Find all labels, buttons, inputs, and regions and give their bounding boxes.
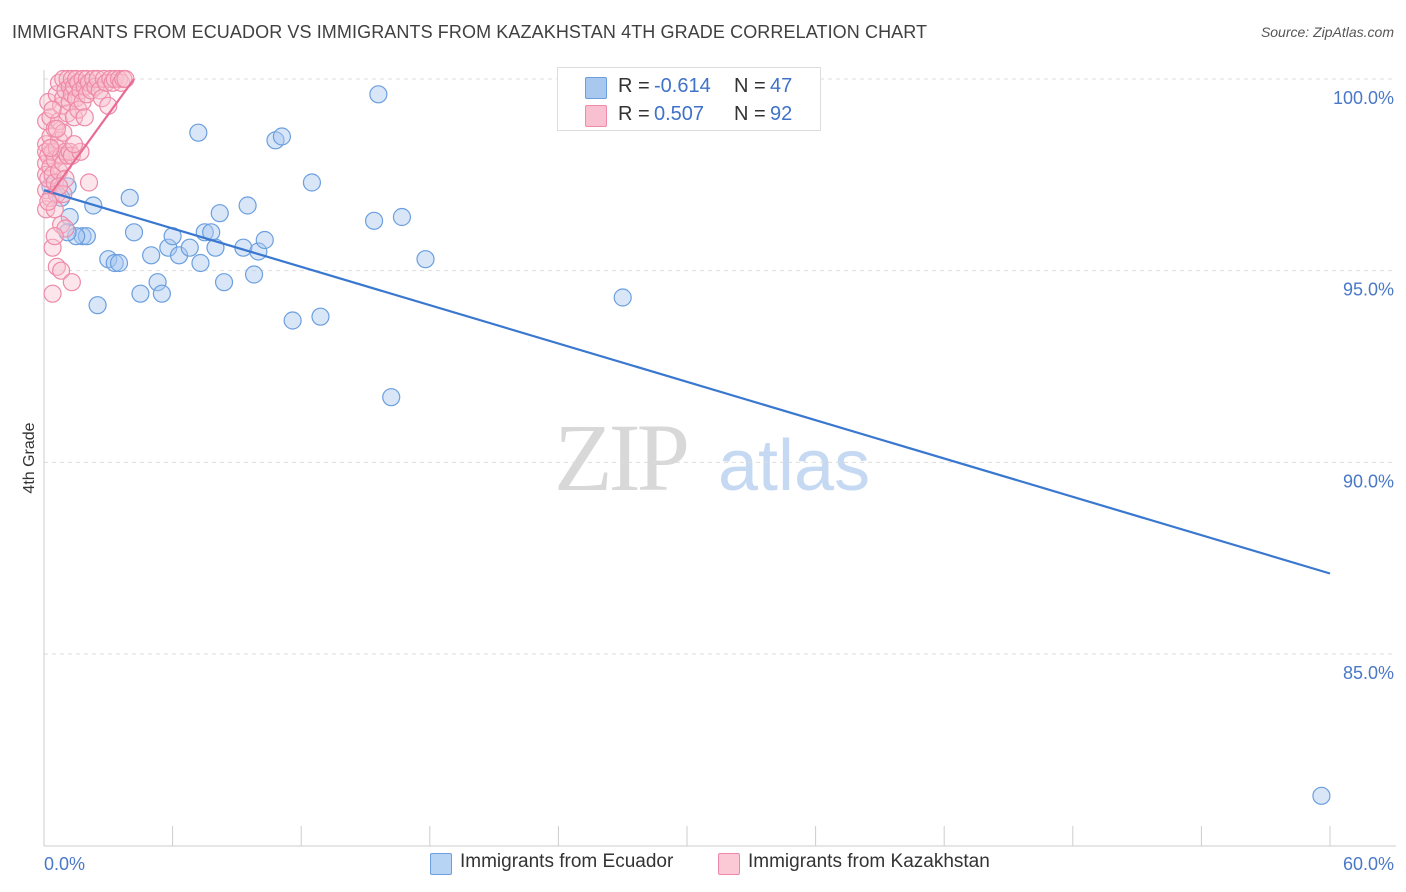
y-tick-label: 95.0% (1343, 280, 1394, 300)
legend-swatch-ecuador (430, 853, 452, 875)
data-point (52, 261, 71, 280)
y-tick-labels: 100.0% 95.0% 90.0% 85.0% (1333, 88, 1394, 683)
data-point (43, 238, 62, 257)
data-point (364, 211, 384, 230)
data-point (45, 227, 64, 246)
legend-r-value: 0.507 (654, 103, 705, 125)
data-point (41, 138, 60, 158)
legend-n-label: N = (734, 103, 766, 125)
data-point (77, 227, 96, 246)
legend-n-label: N = (734, 75, 766, 97)
data-point (75, 108, 94, 127)
data-point (73, 227, 92, 246)
chart-title: IMMIGRANTS FROM ECUADOR VS IMMIGRANTS FR… (12, 22, 928, 42)
trend-lines (43, 78, 1331, 575)
trend-line (49, 78, 135, 195)
data-point (382, 388, 401, 407)
data-point (613, 288, 632, 307)
data-point (180, 238, 199, 257)
data-point (238, 196, 257, 215)
series-kazakhstan-points (37, 69, 135, 303)
data-point (311, 307, 330, 326)
data-point (43, 284, 62, 303)
watermark: ZIP atlas (554, 404, 870, 511)
y-tick-label: 100.0% (1333, 88, 1394, 108)
data-point (109, 253, 129, 273)
data-point (79, 173, 99, 192)
source-note: Source: ZipAtlas.com (1260, 24, 1394, 40)
data-point (47, 119, 66, 138)
legend-r-value: -0.614 (654, 75, 711, 97)
y-tick-label: 85.0% (1343, 663, 1394, 683)
data-point (369, 85, 388, 104)
x-tick-labels: 0.0% 60.0% (44, 854, 1394, 874)
y-tick-label: 90.0% (1343, 471, 1394, 491)
data-point (62, 273, 81, 292)
data-point (416, 250, 435, 269)
trend-line (43, 189, 1331, 575)
data-point (392, 207, 412, 227)
data-point (255, 230, 274, 250)
data-point (124, 223, 144, 242)
x-tick-label: 0.0% (44, 854, 85, 874)
legend-n-value: 47 (770, 75, 793, 97)
data-point (191, 253, 210, 273)
data-point (120, 188, 139, 207)
legend-row-kazakhstan: R = 0.507 N = 92 (558, 101, 820, 129)
stats-legend: R = -0.614 N = 47 R = 0.507 N = 92 (557, 67, 821, 131)
legend-row-ecuador: R = -0.614 N = 47 (558, 73, 820, 101)
data-point (210, 204, 229, 223)
data-point (43, 100, 62, 119)
data-point (283, 311, 302, 330)
data-point (64, 135, 84, 154)
axes (43, 70, 1396, 847)
data-point (152, 284, 171, 303)
legend-swatch-ecuador (585, 77, 607, 99)
data-point (272, 127, 292, 146)
data-point (39, 192, 58, 211)
data-point (105, 253, 124, 273)
data-point (1312, 786, 1331, 805)
data-point (88, 296, 107, 315)
data-point (244, 265, 264, 284)
x-ticks (43, 826, 1331, 846)
data-point (302, 173, 322, 192)
data-point (189, 123, 208, 142)
watermark-zip: ZIP (554, 404, 687, 511)
data-point (214, 273, 234, 292)
data-point (148, 273, 167, 292)
legend-n-value: 92 (770, 103, 793, 125)
legend-swatch-kazakhstan (585, 105, 607, 127)
x-tick-label: 60.0% (1343, 854, 1394, 874)
legend-label-kazakhstan: Immigrants from Kazakhstan (748, 851, 990, 872)
legend-r-label: R = (618, 75, 650, 97)
data-point (142, 246, 161, 265)
watermark-atlas: atlas (718, 426, 870, 506)
legend-swatch-kazakhstan (718, 853, 740, 875)
data-point (131, 284, 150, 303)
data-point (116, 69, 135, 89)
legend-r-label: R = (618, 103, 650, 125)
gridlines (44, 78, 1396, 655)
legend-label-ecuador: Immigrants from Ecuador (460, 851, 674, 872)
y-axis-label: 4th Grade (21, 422, 38, 493)
